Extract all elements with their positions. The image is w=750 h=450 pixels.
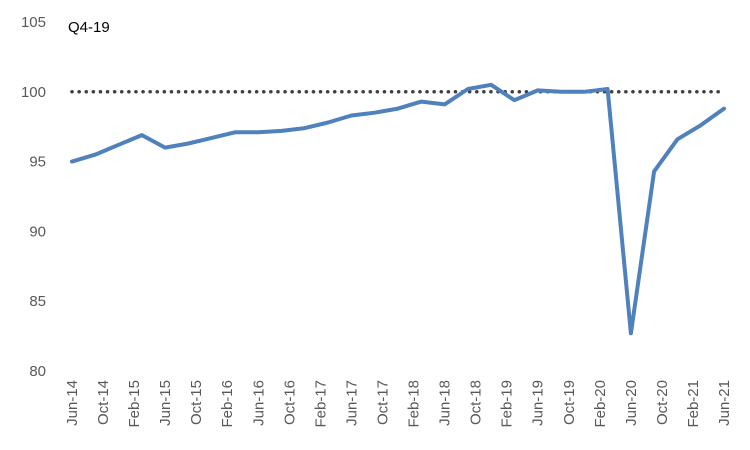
data-point: [443, 102, 447, 106]
data-point: [93, 153, 97, 157]
data-point: [699, 123, 703, 127]
data-point: [326, 121, 330, 125]
data-point: [419, 100, 423, 104]
x-tick-label: Feb-20: [592, 380, 609, 428]
y-tick-label: 105: [21, 14, 46, 31]
x-tick-label: Jun-15: [157, 380, 174, 426]
x-tick-label: Oct-19: [561, 380, 578, 425]
data-point: [280, 129, 284, 133]
data-point: [233, 130, 237, 134]
x-tick-label: Feb-19: [499, 380, 516, 428]
data-point: [722, 107, 726, 111]
data-point: [536, 88, 540, 92]
data-point: [396, 107, 400, 111]
y-tick-label: 80: [29, 363, 46, 380]
data-point: [652, 169, 656, 173]
x-tick-label: Feb-21: [685, 380, 702, 428]
y-tick-label: 100: [21, 84, 46, 101]
series-line: [70, 82, 726, 336]
data-point: [466, 87, 470, 91]
x-tick-label: Jun-17: [343, 380, 360, 426]
data-point: [606, 87, 610, 91]
x-tick-label: Oct-18: [468, 380, 485, 425]
data-point: [629, 331, 633, 335]
data-point: [373, 111, 377, 115]
data-point: [186, 141, 190, 145]
x-axis: Jun-14 Oct-14 Feb-15 Jun-15 Oct-15 Feb-16 Jun-…: [64, 380, 733, 428]
x-tick-label: Jun-21: [716, 380, 733, 426]
data-point: [210, 136, 214, 140]
data-point: [559, 90, 563, 94]
x-tick-label: Oct-17: [374, 380, 391, 425]
data-point: [70, 160, 74, 164]
x-tick-label: Feb-16: [219, 380, 236, 428]
data-point: [349, 114, 353, 118]
data-point: [582, 90, 586, 94]
data-point: [256, 130, 260, 134]
x-tick-label: Oct-20: [654, 380, 671, 425]
x-tick-label: Jun-14: [64, 380, 81, 426]
y-tick-label: 85: [29, 293, 46, 310]
x-tick-label: Jun-20: [623, 380, 640, 426]
x-tick-label: Feb-15: [126, 380, 143, 428]
x-tick-label: Oct-16: [281, 380, 298, 425]
x-tick-label: Oct-14: [95, 380, 112, 425]
data-point: [140, 133, 144, 137]
x-tick-label: Jun-19: [530, 380, 547, 426]
y-tick-label: 90: [29, 223, 46, 240]
x-tick-label: Feb-18: [406, 380, 423, 428]
data-point: [163, 146, 167, 150]
y-axis: 80 85 90 95 100 105: [21, 14, 46, 380]
x-tick-label: Jun-18: [437, 380, 454, 426]
x-tick-label: Jun-16: [250, 380, 267, 426]
data-point: [303, 126, 307, 130]
data-point: [489, 83, 493, 87]
y-tick-label: 95: [29, 154, 46, 171]
data-point: [117, 143, 121, 147]
x-tick-label: Oct-15: [188, 380, 205, 425]
x-tick-label: Feb-17: [312, 380, 329, 428]
chart-annotation: Q4-19: [68, 19, 110, 36]
data-point: [512, 98, 516, 102]
data-point: [675, 137, 679, 141]
